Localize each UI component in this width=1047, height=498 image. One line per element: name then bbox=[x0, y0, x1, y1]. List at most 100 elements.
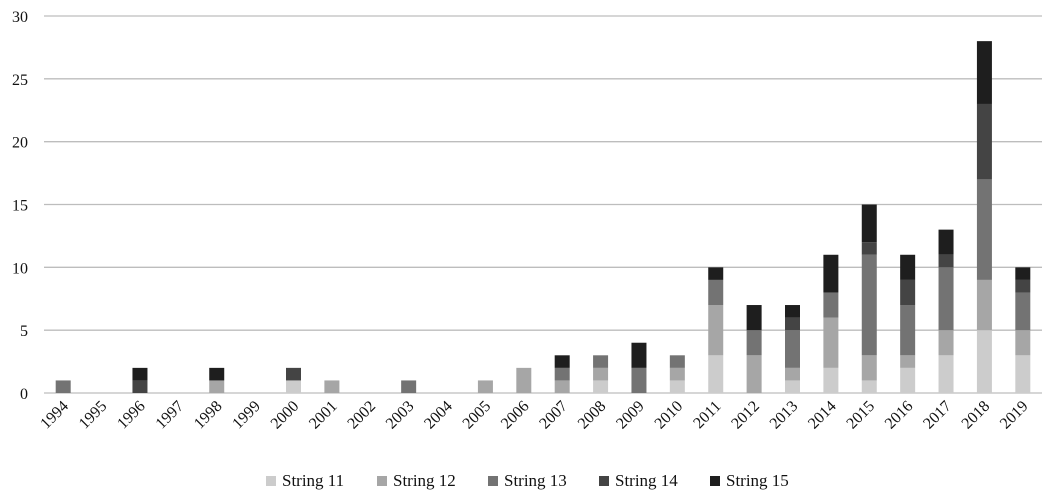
y-tick-label: 5 bbox=[20, 323, 28, 340]
bar-segment-2017-series-4 bbox=[938, 254, 954, 268]
legend: String 11 String 12 String 13 String 14 Stri… bbox=[266, 471, 789, 490]
x-tick-label-1995: 1995 bbox=[76, 398, 111, 433]
bar-segment-2012-series-3 bbox=[746, 330, 762, 356]
bar-segment-1996-series-5 bbox=[132, 367, 148, 381]
legend-swatch-series-4 bbox=[599, 476, 609, 486]
bar-segment-2003-series-3 bbox=[401, 380, 417, 393]
x-tick-label-2006: 2006 bbox=[498, 398, 533, 433]
bar-segment-1994-series-3 bbox=[55, 380, 71, 393]
legend-swatch-series-5 bbox=[710, 476, 720, 486]
bar-segment-2009-series-3 bbox=[631, 367, 647, 393]
bar-segment-2011-series-5 bbox=[708, 267, 724, 280]
bar-segment-2012-series-2 bbox=[746, 355, 762, 393]
y-tick-label: 30 bbox=[12, 9, 28, 26]
x-tick-label-2018: 2018 bbox=[959, 398, 994, 433]
bar-segment-2009-series-5 bbox=[631, 342, 647, 368]
x-tick-label-2012: 2012 bbox=[728, 398, 763, 433]
bar-segment-2018-series-4 bbox=[976, 103, 992, 180]
bar-segment-2012-series-5 bbox=[746, 305, 762, 331]
bar-segment-1996-series-4 bbox=[132, 380, 148, 393]
bar-segment-2000-series-4 bbox=[286, 367, 301, 381]
y-tick-label: 10 bbox=[12, 260, 28, 277]
legend-swatch-series-3 bbox=[488, 476, 498, 486]
bar-segment-2016-series-4 bbox=[900, 279, 916, 306]
legend-label-series-2: String 12 bbox=[393, 471, 456, 490]
x-axis-ticks: 1994 1995 1996 1997 1998 1999 2000 2001 2002 2003… bbox=[37, 398, 1031, 433]
bar-segment-2019-series-3 bbox=[1015, 292, 1031, 331]
bars bbox=[55, 41, 1031, 393]
x-tick-label-2008: 2008 bbox=[575, 398, 610, 433]
bar-segment-2013-series-3 bbox=[785, 330, 800, 368]
x-tick-label-2017: 2017 bbox=[920, 398, 955, 433]
bar-segment-2008-series-3 bbox=[593, 355, 609, 368]
bar-segment-1998-series-2 bbox=[209, 380, 225, 393]
bar-segment-2013-series-4 bbox=[785, 317, 800, 331]
bar-segment-2018-series-5 bbox=[976, 41, 992, 104]
legend-label-series-3: String 13 bbox=[504, 471, 567, 490]
bar-segment-2019-series-4 bbox=[1015, 279, 1031, 293]
bar-segment-2017-series-1 bbox=[938, 355, 954, 393]
bar-segment-2001-series-2 bbox=[324, 380, 340, 393]
x-tick-label-1994: 1994 bbox=[37, 398, 72, 433]
bar-segment-2015-series-5 bbox=[861, 204, 877, 243]
legend-label-series-5: String 15 bbox=[726, 471, 789, 490]
x-tick-label-1999: 1999 bbox=[229, 398, 264, 433]
bar-segment-2017-series-2 bbox=[938, 330, 954, 356]
bar-segment-2010-series-1 bbox=[669, 380, 685, 393]
bar-segment-2015-series-3 bbox=[861, 254, 877, 356]
bar-segment-2007-series-5 bbox=[554, 355, 570, 368]
x-tick-label-2009: 2009 bbox=[613, 398, 648, 433]
x-tick-label-2002: 2002 bbox=[344, 398, 379, 433]
legend-swatch-series-2 bbox=[377, 476, 387, 486]
bar-segment-2000-series-1 bbox=[286, 380, 301, 393]
y-tick-label: 20 bbox=[12, 135, 28, 152]
bar-segment-2015-series-2 bbox=[861, 355, 877, 381]
y-axis-ticks: 0 5 10 15 20 25 30 bbox=[12, 9, 28, 403]
bar-segment-2017-series-3 bbox=[938, 267, 954, 331]
x-tick-label-2004: 2004 bbox=[421, 398, 456, 433]
x-tick-label-2007: 2007 bbox=[536, 398, 571, 433]
bar-segment-2013-series-2 bbox=[785, 367, 800, 381]
bar-segment-2018-series-3 bbox=[976, 179, 992, 280]
x-tick-label-2003: 2003 bbox=[383, 398, 418, 433]
bar-segment-2010-series-2 bbox=[669, 367, 685, 381]
bar-segment-2018-series-1 bbox=[976, 330, 992, 393]
x-tick-label-1997: 1997 bbox=[153, 398, 188, 433]
bar-segment-2014-series-2 bbox=[823, 317, 839, 368]
bar-segment-2019-series-1 bbox=[1015, 355, 1031, 393]
x-tick-label-2010: 2010 bbox=[652, 398, 687, 433]
bar-segment-2016-series-1 bbox=[900, 367, 916, 393]
legend-swatch-series-1 bbox=[266, 476, 276, 486]
bar-segment-2010-series-3 bbox=[669, 355, 685, 368]
bar-segment-2016-series-3 bbox=[900, 305, 916, 356]
bar-segment-2016-series-5 bbox=[900, 254, 916, 280]
bar-segment-2008-series-2 bbox=[593, 367, 609, 381]
y-tick-label: 25 bbox=[12, 72, 28, 89]
x-tick-label-2011: 2011 bbox=[690, 398, 724, 432]
x-tick-label-2000: 2000 bbox=[268, 398, 303, 433]
bar-segment-1998-series-5 bbox=[209, 367, 225, 381]
bar-segment-2011-series-2 bbox=[708, 305, 724, 356]
bar-segment-2018-series-2 bbox=[976, 279, 992, 331]
bar-segment-2013-series-1 bbox=[785, 380, 800, 393]
bar-segment-2017-series-5 bbox=[938, 229, 954, 255]
bar-segment-2014-series-1 bbox=[823, 367, 839, 393]
x-tick-label-2014: 2014 bbox=[805, 398, 840, 433]
bar-segment-2015-series-1 bbox=[861, 380, 877, 393]
bar-segment-2019-series-2 bbox=[1015, 330, 1031, 356]
x-tick-label-2001: 2001 bbox=[306, 398, 341, 433]
bar-segment-2014-series-5 bbox=[823, 254, 839, 293]
bar-segment-2019-series-5 bbox=[1015, 267, 1031, 280]
bar-segment-2011-series-3 bbox=[708, 279, 724, 306]
grid-lines bbox=[44, 15, 1042, 394]
x-tick-label-2013: 2013 bbox=[767, 398, 802, 433]
bar-segment-2015-series-4 bbox=[861, 242, 877, 255]
x-tick-label-2016: 2016 bbox=[882, 398, 917, 433]
bar-segment-2013-series-5 bbox=[785, 305, 800, 318]
y-tick-label: 15 bbox=[12, 198, 28, 215]
bar-segment-2007-series-2 bbox=[554, 380, 570, 393]
bar-segment-2014-series-3 bbox=[823, 292, 839, 318]
x-tick-label-2005: 2005 bbox=[460, 398, 495, 433]
